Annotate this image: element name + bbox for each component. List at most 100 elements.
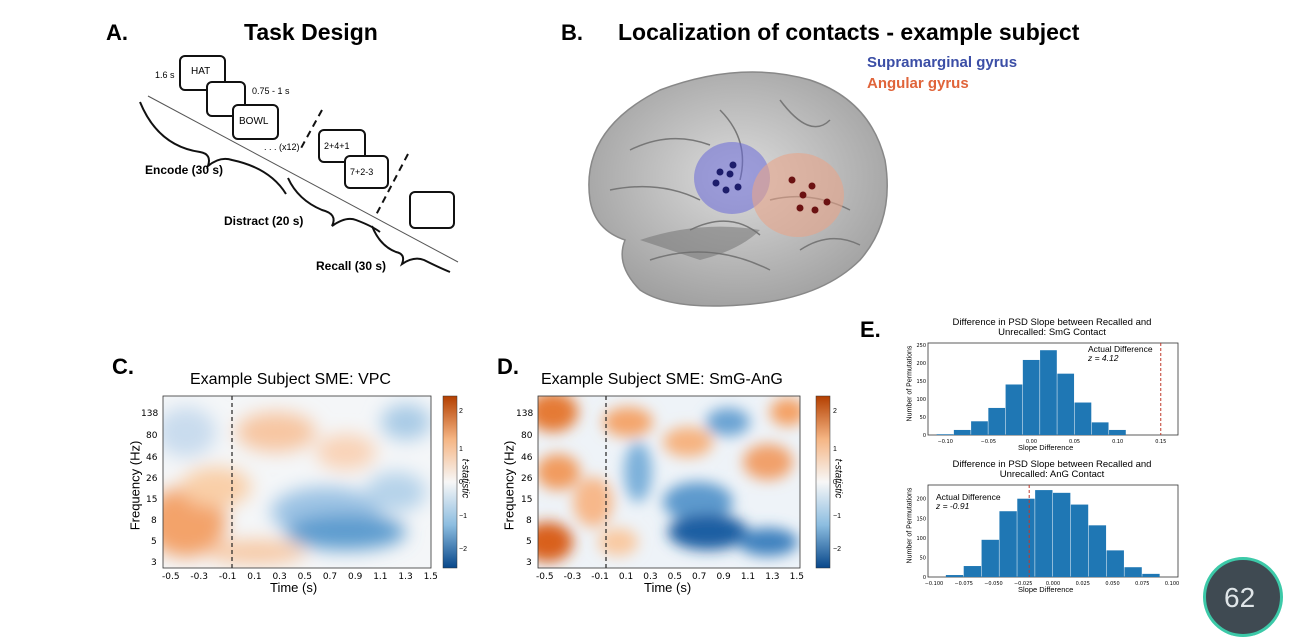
c-ytick-26: 26	[146, 474, 158, 484]
hist2-ylabel: Number of Permutations	[906, 487, 914, 564]
histogram-bar	[945, 575, 964, 577]
heatmap-smg-ang	[537, 395, 831, 569]
d-cbar-tick: 1	[833, 446, 837, 453]
presentation-time: 1.6 s	[155, 70, 175, 80]
c-cbar-tick: −1	[459, 513, 467, 520]
d-xtick: -0.1	[591, 572, 609, 582]
hist1-annotation: Actual Difference	[1088, 344, 1153, 354]
c-ytick-15: 15	[146, 495, 158, 505]
x-tick-label: 0.075	[1135, 581, 1149, 587]
d-cbar-tick: 0	[833, 479, 837, 486]
panel-a-letter: A.	[106, 20, 128, 45]
c-ytick-3: 3	[151, 558, 157, 568]
c-xtick: -0.3	[190, 572, 208, 582]
c-cbar-tick: 2	[459, 408, 463, 415]
c-ylabel: Frequency (Hz)	[127, 440, 143, 531]
y-tick-label: 200	[916, 361, 926, 367]
histogram-smg: −0.10 −0.05 0.00 0.05 0.10 0.15 0 50 100 150 200 25…	[916, 342, 1179, 445]
hist1-stat: z = 4.12	[1088, 353, 1119, 363]
legend-angular: Angular gyrus	[867, 75, 969, 92]
c-ytick-138: 138	[141, 409, 159, 419]
word-bowl: BOWL	[239, 116, 269, 127]
panel-c-title: Example Subject SME: VPC	[190, 371, 391, 388]
d-ytick-46: 46	[521, 453, 533, 463]
histogram-bar	[953, 429, 971, 435]
isi-label: 0.75 - 1 s	[252, 86, 290, 96]
y-tick-label: 200	[916, 497, 926, 503]
histogram-bar	[1070, 504, 1089, 577]
c-xtick: 0.5	[297, 572, 312, 582]
c-xtick: 1.5	[423, 572, 438, 582]
badge-value: 62	[1224, 582, 1256, 613]
c-ytick-46: 46	[146, 453, 158, 463]
panel-c-letter: C.	[112, 354, 134, 379]
x-tick-label: 0.100	[1165, 581, 1179, 587]
histogram-bar	[1088, 525, 1107, 577]
d-ytick-15: 15	[521, 495, 533, 505]
x-tick-label: 0.025	[1076, 581, 1090, 587]
d-xtick: 1.5	[789, 572, 804, 582]
c-xtick: 1.3	[398, 572, 413, 582]
x-tick-label: 0.000	[1046, 581, 1060, 587]
y-tick-label: 100	[916, 536, 926, 542]
x-tick-label: 0.050	[1105, 581, 1119, 587]
d-xtick: 1.3	[765, 572, 780, 582]
y-tick-label: 0	[923, 575, 926, 581]
y-tick-label: 100	[916, 397, 926, 403]
histogram-bar	[1017, 498, 1035, 577]
c-cbar-tick: −2	[459, 546, 467, 553]
d-cbar-tick: 2	[833, 408, 837, 415]
d-cbar-tick: −1	[833, 513, 841, 520]
panel-d-letter: D.	[497, 354, 519, 379]
d-xtick: -0.3	[563, 572, 582, 582]
histogram-bar	[1091, 422, 1109, 435]
c-xtick: 0.7	[322, 572, 338, 582]
recall-label: Recall (30 s)	[316, 259, 387, 273]
x-tick-label: −0.100	[925, 581, 944, 587]
word-hat: HAT	[191, 66, 211, 77]
repeat-label: . . . (x12)	[264, 142, 300, 152]
d-xticks: -0.5 -0.3 -0.1 0.1 0.3 0.5 0.7 0.9 1.1 1…	[536, 572, 804, 582]
c-xtick: 1.1	[373, 572, 388, 582]
c-ytick-5: 5	[151, 537, 157, 547]
progress-badge[interactable]: 62	[1203, 557, 1283, 637]
x-tick-label: 0.00	[1026, 439, 1037, 445]
c-ytick-80: 80	[146, 431, 158, 441]
c-cbar-tick: 0	[459, 479, 463, 486]
hist2-title: Difference in PSD Slope between Recalled…	[952, 459, 1152, 480]
d-xtick: 0.5	[667, 572, 682, 582]
d-xlabel: Time (s)	[644, 580, 692, 595]
histogram-bar	[1109, 429, 1126, 435]
y-tick-label: 150	[916, 379, 926, 385]
histogram-bar	[1005, 384, 1023, 435]
legend-supramarginal: Supramarginal gyrus	[867, 54, 1018, 71]
d-ytick-3: 3	[526, 558, 532, 568]
hist2-xlabel: Slope Difference	[1018, 585, 1074, 594]
histogram-bar	[1074, 402, 1092, 435]
histogram-bar	[999, 511, 1017, 577]
histogram-bar	[971, 421, 988, 435]
histogram-bar	[1142, 573, 1160, 577]
x-tick-label: −0.075	[954, 581, 973, 587]
hist1-xlabel: Slope Difference	[1018, 443, 1074, 452]
hist1-ylabel: Number of Permutations	[906, 345, 914, 422]
histogram-bar	[1040, 350, 1057, 435]
y-tick-label: 150	[916, 516, 926, 522]
task-design-diagram	[139, 55, 459, 273]
d-xtick: -0.5	[536, 572, 554, 582]
panel-a-title: Task Design	[244, 19, 378, 45]
x-tick-label: −0.05	[981, 439, 996, 445]
c-cbar-tick: 1	[459, 446, 463, 453]
c-xtick: 0.1	[247, 572, 262, 582]
d-ytick-8: 8	[526, 516, 532, 526]
c-xticks: -0.5 -0.3 -0.1 0.1 0.3 0.5 0.7 0.9 1.1 1…	[162, 572, 438, 582]
math-problem-2: 7+2-3	[350, 167, 374, 177]
d-xtick: 0.3	[643, 572, 658, 582]
x-tick-label: −0.025	[1014, 581, 1033, 587]
histogram-bar	[1053, 492, 1071, 577]
panel-d-title: Example Subject SME: SmG-AnG	[541, 371, 783, 388]
hist2-annotation: Actual Difference	[936, 492, 1001, 502]
c-xtick: 0.9	[348, 572, 363, 582]
encode-label: Encode (30 s)	[145, 163, 224, 177]
x-tick-label: 0.10	[1112, 439, 1123, 445]
